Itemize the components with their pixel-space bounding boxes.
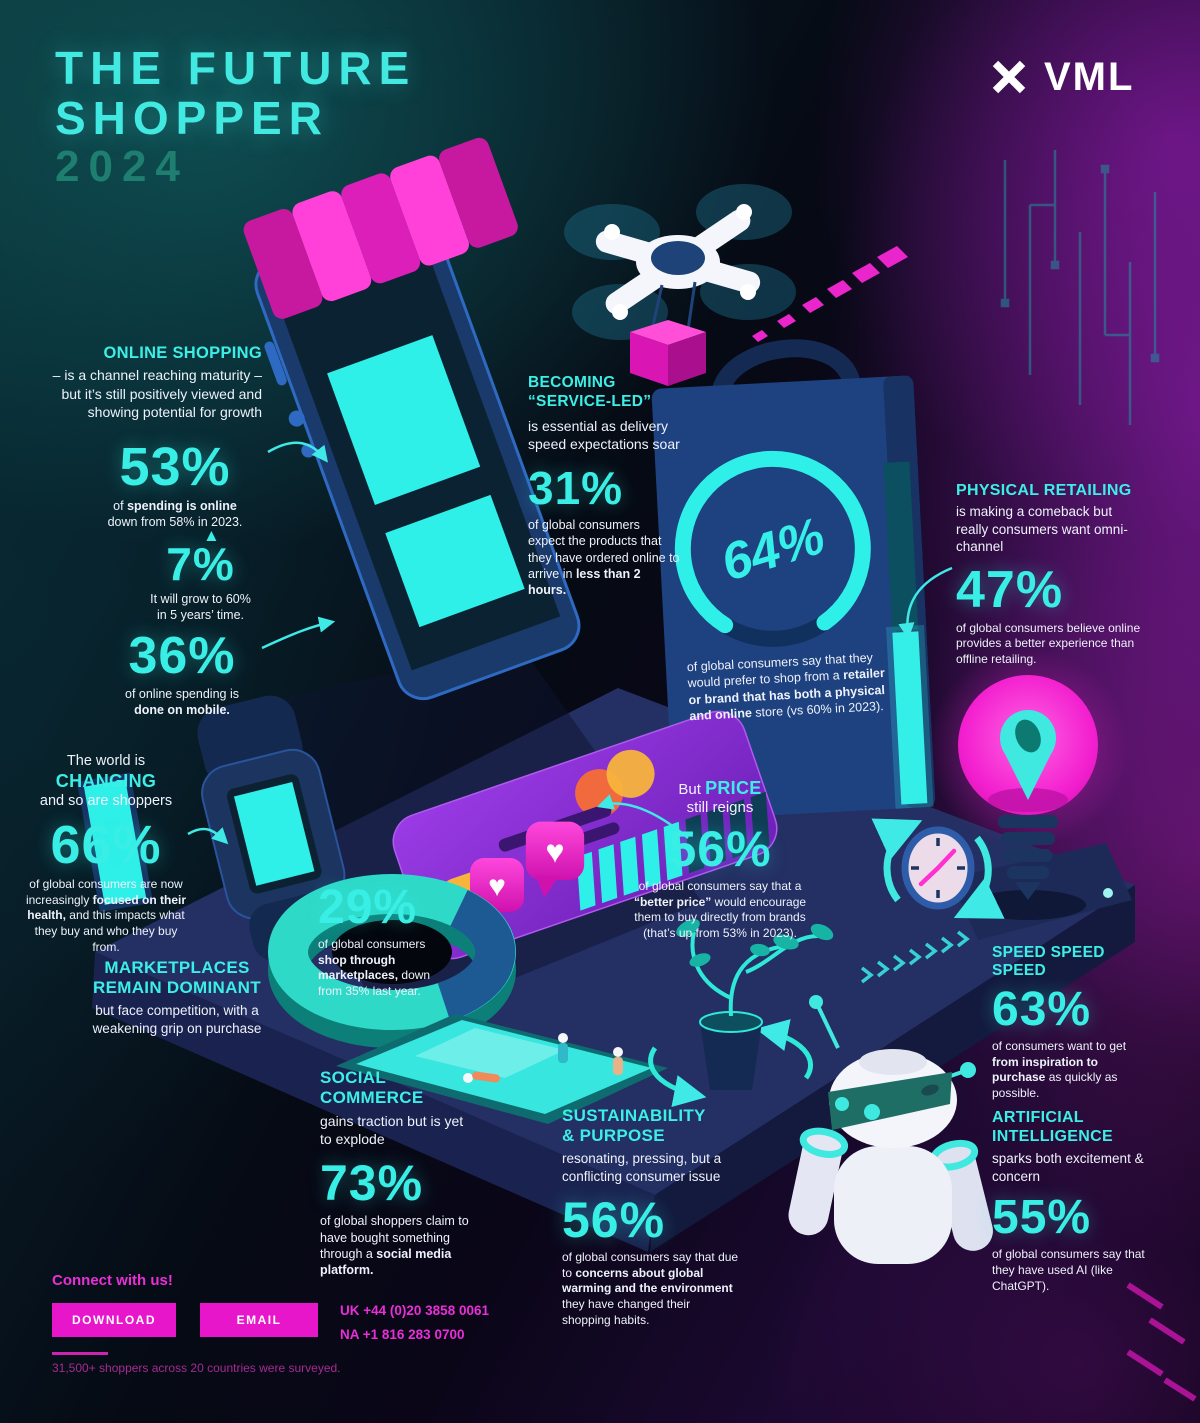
section-speed: SPEED SPEED SPEED 63% of consumers want … <box>992 944 1154 1101</box>
contact-phones: UK +44 (0)20 3858 0061 NA +1 816 283 070… <box>340 1299 489 1346</box>
section-heading: ARTIFICIAL INTELLIGENCE <box>992 1109 1113 1146</box>
section-heading: CHANGING <box>55 770 157 791</box>
location-pin-icon <box>1000 710 1056 800</box>
circuit-lines-icon <box>1000 150 1160 425</box>
page-title: THE FUTURE SHOPPER 2024 <box>55 42 417 192</box>
stat-online-7: 7% It will grow to 60% in 5 years’ time. <box>128 541 273 624</box>
section-marketplaces: MARKETPLACES REMAIN DOMINANT but face co… <box>88 958 266 1037</box>
stat-caption: of consumers want to get from inspiratio… <box>992 1039 1127 1100</box>
stat-value: 29% <box>318 881 418 934</box>
annotation-arrows <box>187 441 953 845</box>
stat-caption: of global consumers are now increasingly… <box>25 877 187 954</box>
stat-caption: of online spending is done on mobile. <box>125 687 239 718</box>
section-online-shopping: ONLINE SHOPPING – is a channel reaching … <box>40 344 262 422</box>
phone-storefront-icon <box>243 137 581 701</box>
panel-icon <box>76 772 154 912</box>
stat-caption: of global shoppers claim to have bought … <box>320 1214 469 1278</box>
heart-glyph: ♥ <box>488 870 506 903</box>
section-heading: SUSTAINABILITY & PURPOSE <box>562 1106 706 1146</box>
omni-stat-caption: of global consumers say that they would … <box>686 650 886 723</box>
stat-value: 73% <box>320 1155 424 1212</box>
delivery-drone-icon <box>564 184 796 340</box>
stat-value: 53% <box>119 437 231 497</box>
vml-logo: VML <box>984 52 1134 102</box>
lightbulb-location-icon <box>928 618 1128 920</box>
section-heading: BECOMING “SERVICE-LED” <box>528 374 652 410</box>
stat-marketplaces-29: 29% of global consumers shop through mar… <box>318 884 454 999</box>
omni-progress-ring <box>674 450 871 647</box>
phone-uk: UK +44 (0)20 3858 0061 <box>340 1303 489 1318</box>
section-heading: PHYSICAL RETAILING <box>956 482 1132 499</box>
swimming-pool-icon <box>336 1014 668 1124</box>
survey-footnote: 31,500+ shoppers across 20 countries wer… <box>52 1361 341 1375</box>
stat-caption: of global consumers say that a “better p… <box>633 879 807 940</box>
section-sustainability: SUSTAINABILITY & PURPOSE resonating, pre… <box>562 1106 740 1328</box>
section-heading: SPEED SPEED SPEED <box>992 944 1105 979</box>
chevron-trail-icon <box>860 930 970 984</box>
section-pre: The world is <box>66 753 146 769</box>
dashed-trail-icon <box>752 246 908 342</box>
title-line2: SHOPPER <box>55 91 329 144</box>
stat-value: 36% <box>128 627 236 685</box>
package-icon <box>630 320 706 386</box>
stat-online-53: 53% of spending is online down from 58% … <box>80 440 270 531</box>
email-button[interactable]: EMAIL <box>200 1303 318 1337</box>
footer-divider <box>52 1352 108 1355</box>
vml-logo-icon <box>992 60 1026 94</box>
stat-value: 56% <box>562 1192 666 1249</box>
stat-value: 55% <box>992 1191 1092 1245</box>
vml-logo-text: VML <box>1044 54 1135 99</box>
section-body: but face competition, with a weakening g… <box>92 1003 262 1036</box>
stat-value: 56% <box>668 821 772 877</box>
stat-caption: of spending is online down from 58% in 2… <box>107 499 243 530</box>
stat-caption: of global consumers believe online provi… <box>956 620 1141 666</box>
title-year: 2024 <box>55 142 189 192</box>
shopping-bag-icon: 64% <box>651 339 936 820</box>
section-body: resonating, pressing, but a conflicting … <box>562 1151 722 1184</box>
section-body: is essential as delivery speed expectati… <box>528 417 680 452</box>
stat-caption: of global consumers say that due to conc… <box>562 1250 739 1327</box>
stat-value: 63% <box>992 983 1092 1036</box>
stat-value: 66% <box>50 815 162 876</box>
section-post: and so are shoppers <box>39 793 173 810</box>
heart-pin-icon: ♥ <box>525 821 585 898</box>
section-body: sparks both excitement & concern <box>992 1151 1144 1184</box>
section-heading: SOCIAL COMMERCE <box>320 1068 424 1108</box>
section-body: – is a channel reaching maturity – but i… <box>52 367 262 421</box>
stat-value: 31% <box>528 462 624 515</box>
section-world-changing: The world is CHANGING and so are shopper… <box>22 752 190 955</box>
section-body: gains traction but is yet to explode <box>320 1113 464 1148</box>
up-triangle-icon: ▲ <box>203 526 220 545</box>
awning-icon <box>243 137 518 319</box>
connect-heading: Connect with us! <box>52 1272 173 1289</box>
section-social-commerce: SOCIAL COMMERCE gains traction but is ye… <box>320 1068 472 1278</box>
section-service-led: BECOMING “SERVICE-LED” is essential as d… <box>528 374 680 598</box>
clock-icon <box>871 818 1005 919</box>
robot-icon <box>788 995 993 1264</box>
section-heading: MARKETPLACES REMAIN DOMINANT <box>93 958 261 998</box>
stat-value: 47% <box>956 560 1064 619</box>
stat-caption: of global consumers expect the products … <box>528 518 680 598</box>
section-body: is making a comeback but really consumer… <box>956 504 1128 555</box>
stat-caption: It will grow to 60% in 5 years’ time. <box>150 592 251 623</box>
sustainability-plant-icon <box>648 919 834 1108</box>
download-button[interactable]: DOWNLOAD <box>52 1303 176 1337</box>
marketplace-donut-chart <box>268 874 516 1048</box>
section-heading: ONLINE SHOPPING <box>103 344 262 362</box>
title-line1: THE FUTURE <box>55 42 417 94</box>
section-subheading: still reigns <box>686 799 754 816</box>
heart-glyph: ♥ <box>545 834 564 870</box>
stat-caption: of global consumers shop through marketp… <box>318 937 431 998</box>
stat-online-36: 36% of online spending is done on mobile… <box>92 630 272 719</box>
section-artificial-intelligence: ARTIFICIAL INTELLIGENCE sparks both exci… <box>992 1108 1154 1294</box>
section-heading: But PRICE <box>678 778 762 798</box>
phone-na: NA +1 816 283 0700 <box>340 1326 465 1342</box>
stat-value: 7% <box>166 538 235 590</box>
magenta-dashes-icon <box>1126 1282 1197 1402</box>
section-price: But PRICE still reigns 56% of global con… <box>628 778 812 941</box>
section-physical-retailing: PHYSICAL RETAILING is making a comeback … <box>956 482 1148 667</box>
stat-caption: of global consumers say that they have u… <box>992 1247 1145 1293</box>
